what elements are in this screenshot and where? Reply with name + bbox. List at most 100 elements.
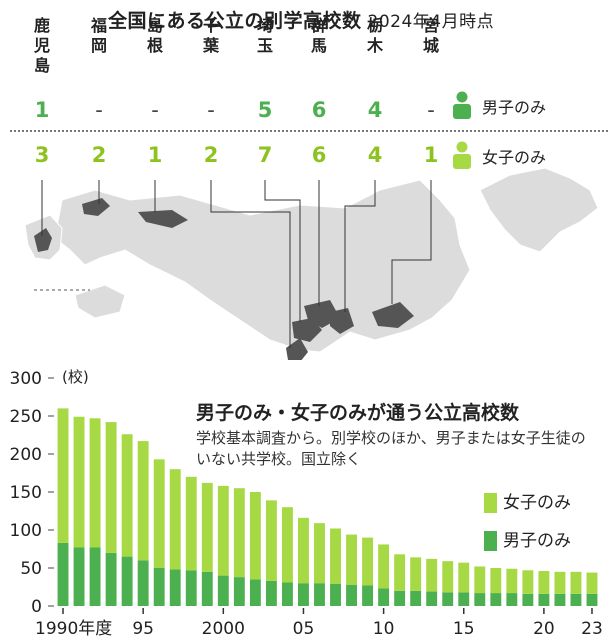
- bar-boys: [57, 542, 69, 606]
- bar-boys: [314, 583, 325, 606]
- pref-name-char: 岡: [90, 36, 107, 55]
- bar-boys: [458, 592, 470, 606]
- bar-girls: [346, 534, 357, 585]
- pref-name-char: 島: [33, 56, 50, 75]
- saitama-region: [292, 318, 322, 342]
- chart-legend-girls: 女子のみ: [484, 488, 571, 513]
- bar-boys: [442, 592, 454, 606]
- bar-girls: [458, 562, 470, 593]
- pref-name-char: 埼: [256, 16, 273, 35]
- bar-boys: [330, 583, 341, 606]
- hokkaido-shape: [479, 167, 599, 253]
- legend-swatch-girls: [484, 493, 497, 513]
- bar-boys: [298, 583, 309, 606]
- girls-count: 6: [311, 143, 327, 167]
- bar-girls: [474, 566, 486, 594]
- bar-girls: [410, 557, 422, 591]
- bar-girls: [201, 482, 213, 572]
- bar-girls: [490, 568, 502, 594]
- bar-girls: [121, 434, 133, 557]
- bar-boys: [73, 547, 85, 606]
- legend-boys-label: 男子のみ: [482, 98, 547, 117]
- bar-boys: [394, 590, 406, 606]
- chart-note: 学校基本調査から。別学校のほか、男子または女子生徒のいない共学校。国立除く: [196, 429, 586, 468]
- bar-boys: [570, 593, 582, 606]
- y-tick-label: 300: [10, 369, 42, 389]
- legend-girls-label: 女子のみ: [482, 148, 547, 167]
- bar-girls: [153, 459, 165, 568]
- legend-swatch-boys: [484, 531, 497, 551]
- x-tick-label: 05: [293, 619, 315, 639]
- chart-title: 男子のみ・女子のみが通う公立高校数: [196, 402, 520, 424]
- bar-boys: [249, 579, 261, 606]
- boys-count: -: [207, 98, 215, 122]
- bar-boys: [105, 552, 117, 606]
- pref-name-char: 木: [366, 36, 383, 55]
- leader-line-tochigi: [344, 180, 376, 312]
- boys-count: 5: [257, 98, 273, 122]
- pref-name-char: 玉: [256, 36, 273, 55]
- page-title: 全国にある公立の別学高校数 2024年4月時点: [108, 10, 495, 32]
- pref-name-char: 葉: [202, 36, 219, 55]
- bar-girls: [586, 572, 598, 594]
- bar-boys: [265, 580, 277, 606]
- y-axis-unit: (校): [62, 368, 89, 386]
- x-tick-label: 95: [132, 619, 154, 639]
- bar-girls: [57, 408, 69, 543]
- bar-girls: [426, 558, 438, 592]
- tochigi-region: [330, 308, 354, 334]
- bar-boys: [586, 593, 598, 606]
- girls-count: 1: [423, 143, 439, 167]
- pref-name-char: 根: [146, 36, 163, 55]
- girls-count: 4: [367, 143, 383, 167]
- boys-count: 4: [367, 98, 383, 122]
- bar-boys: [121, 556, 133, 606]
- boys-count: 6: [311, 98, 327, 122]
- y-tick-label: 200: [10, 445, 42, 465]
- bar-girls: [89, 418, 101, 548]
- bar-girls: [570, 571, 582, 594]
- pref-name-char: 馬: [310, 36, 327, 55]
- bar-boys: [538, 593, 550, 606]
- x-tick-label: 20: [533, 619, 555, 639]
- bar-girls: [265, 500, 277, 581]
- bar-boys: [474, 593, 486, 606]
- bar-boys: [426, 591, 438, 606]
- pref-name-shimane: 島根: [140, 16, 170, 56]
- chart-legend-girls-label: 女子のみ: [503, 493, 571, 513]
- japan-map: [24, 167, 599, 360]
- x-tick-label: 1990年度: [35, 619, 112, 639]
- chart-legend-boys-label: 男子のみ: [503, 531, 571, 551]
- pref-name-saitama: 埼玉: [250, 16, 280, 56]
- bar-boys: [522, 593, 534, 606]
- miyagi-region: [372, 302, 414, 328]
- pref-name-char: 福: [90, 16, 107, 35]
- pref-name-char: 栃: [366, 16, 383, 35]
- person-icon-boys: [453, 91, 471, 119]
- leader-line-miyagi: [391, 180, 432, 304]
- bar-boys: [410, 590, 422, 606]
- pref-name-char: 城: [422, 36, 439, 55]
- leader-line-chiba: [210, 180, 291, 348]
- bar-boys: [378, 588, 390, 606]
- x-tick-label: 23: [581, 619, 603, 639]
- boys-count: -: [95, 98, 103, 122]
- bar-boys: [233, 577, 245, 606]
- bar-boys: [137, 560, 149, 606]
- girls-count: 7: [257, 143, 273, 167]
- x-tick-label: 2000: [202, 619, 245, 639]
- bar-girls: [249, 492, 261, 580]
- bar-girls: [506, 568, 518, 594]
- bar-girls: [538, 571, 550, 594]
- pref-name-char: 島: [146, 16, 163, 35]
- bar-girls: [137, 441, 149, 561]
- y-tick-label: 150: [10, 483, 42, 503]
- shikoku-shape: [74, 284, 126, 319]
- bar-girls: [73, 416, 85, 548]
- pref-name-char: 児: [33, 36, 50, 55]
- pref-name-char: 千: [202, 16, 219, 35]
- bar-girls: [105, 422, 117, 553]
- girls-count: 1: [147, 143, 163, 167]
- girls-count: 3: [34, 143, 50, 167]
- bar-girls: [217, 485, 229, 576]
